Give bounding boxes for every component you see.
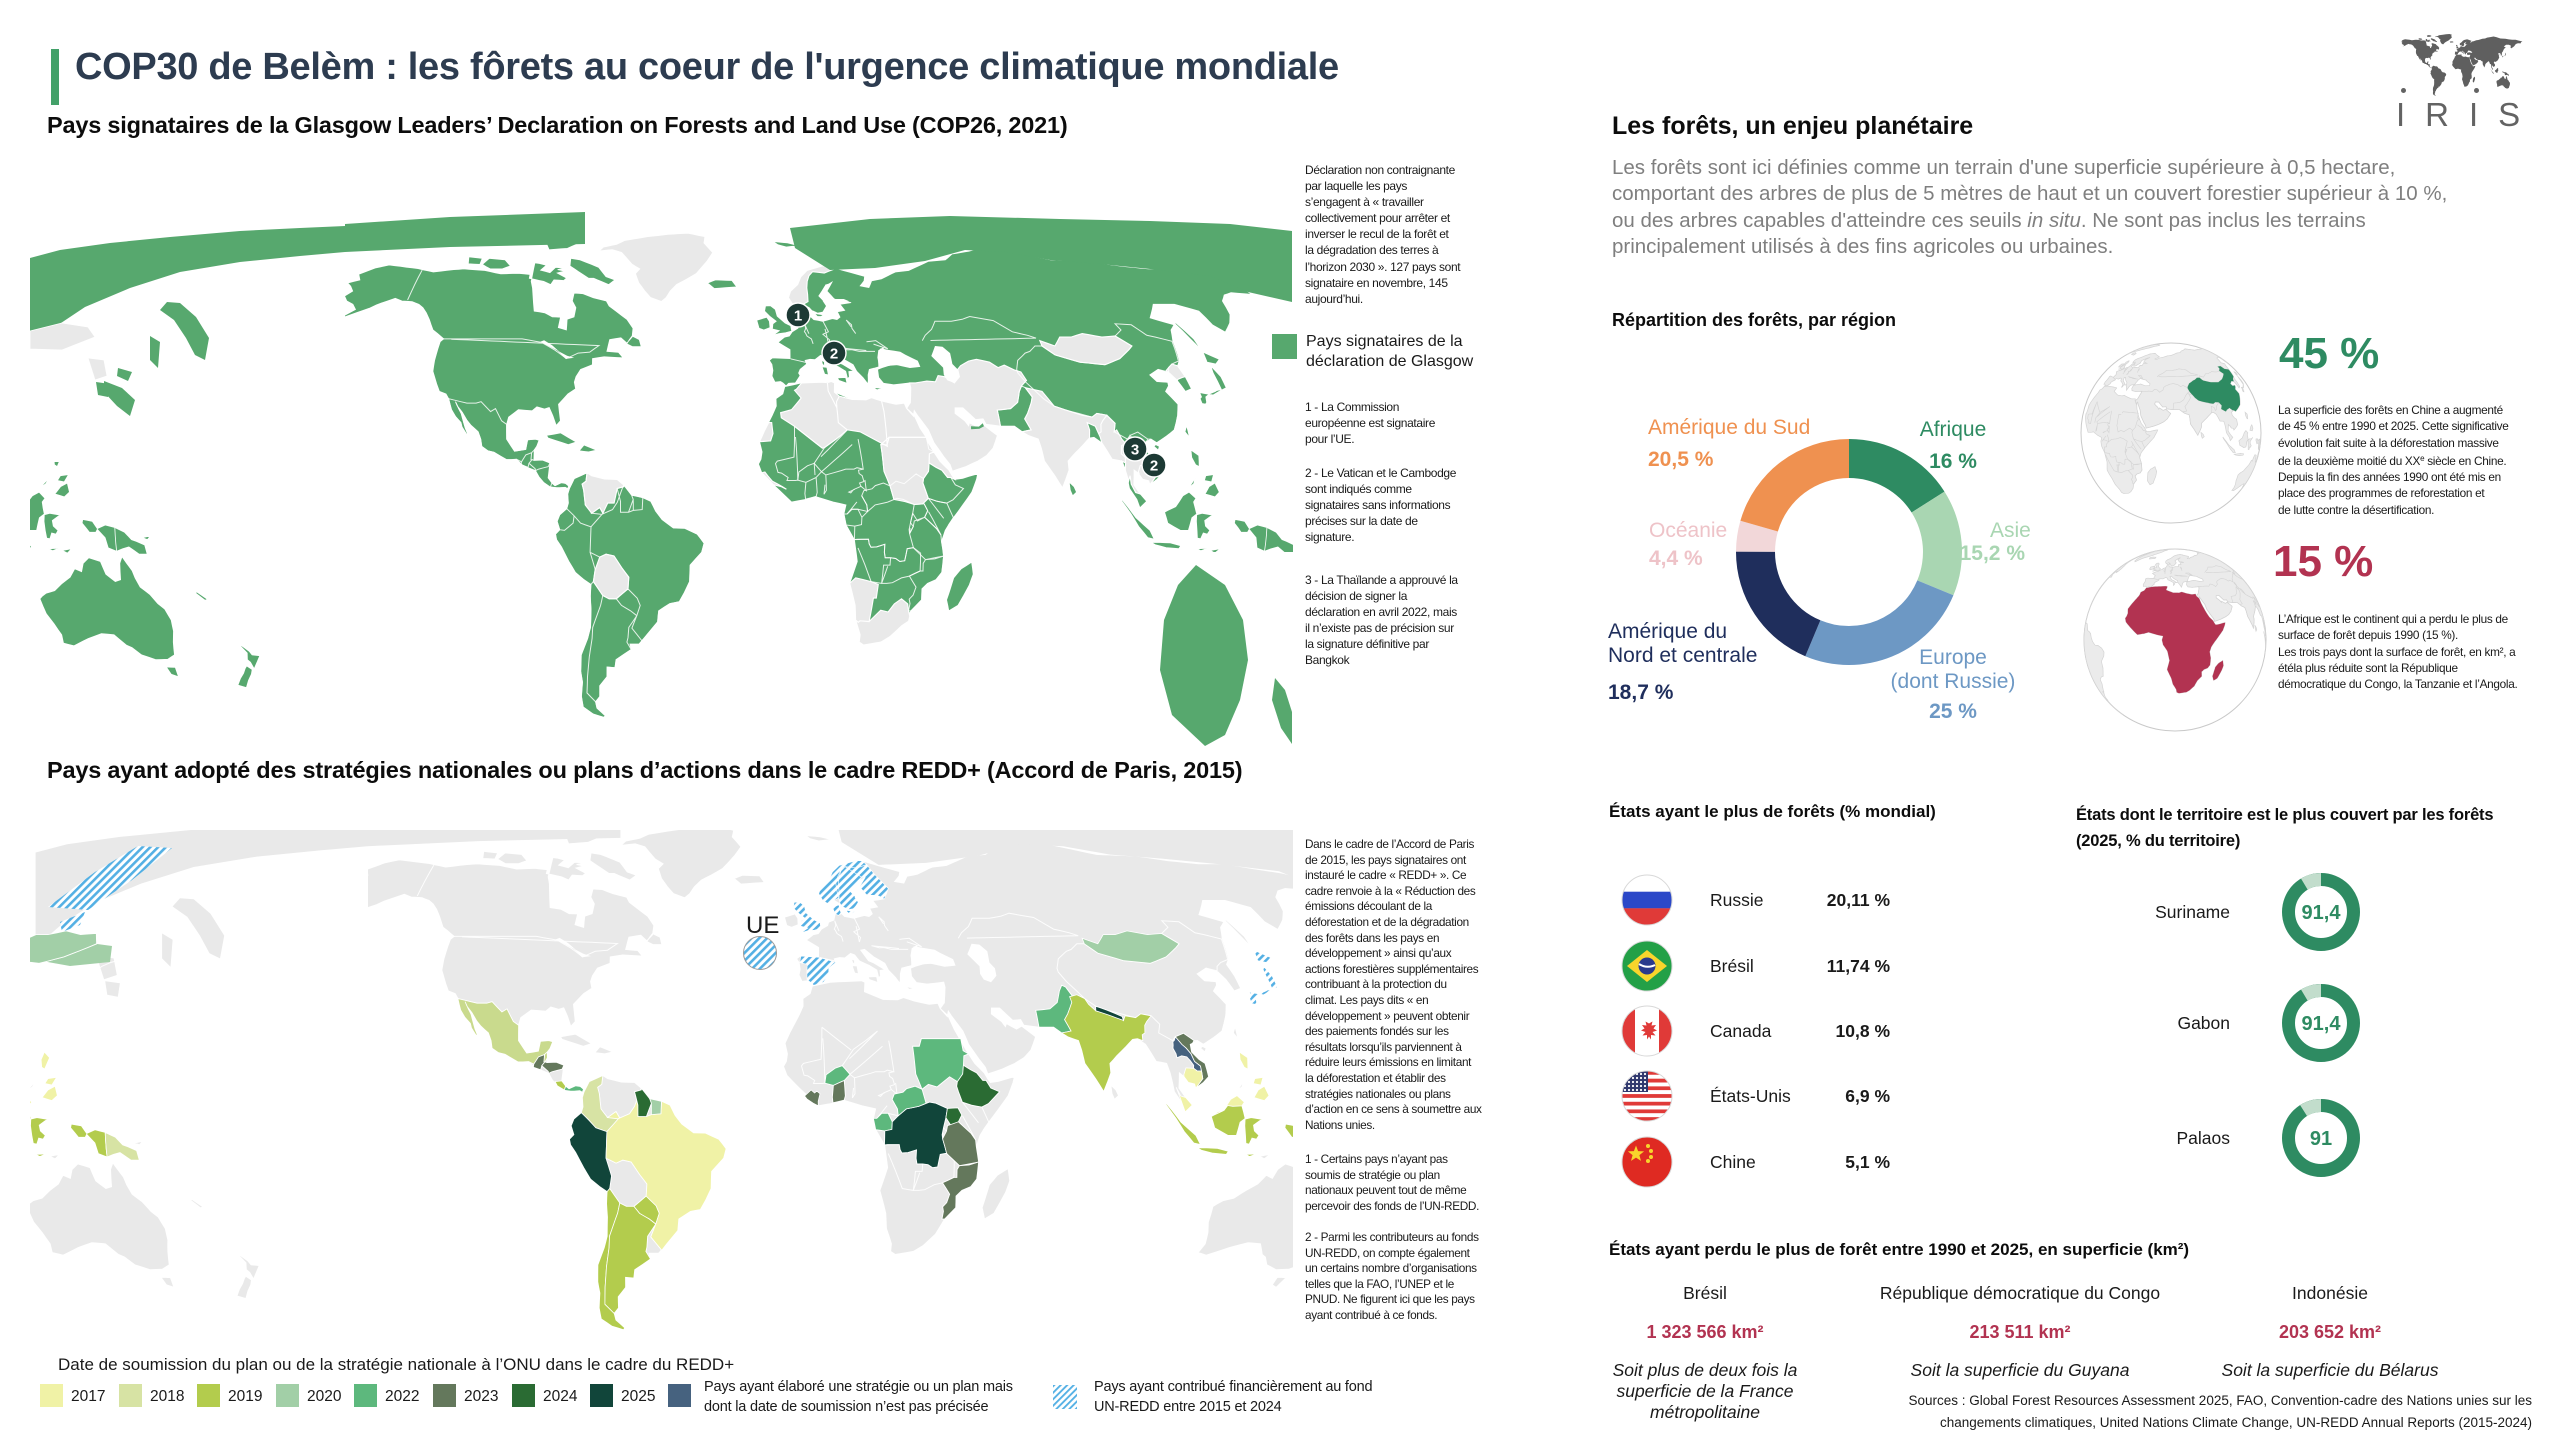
svg-text:91: 91: [2310, 1128, 2332, 1150]
svg-text:91,4: 91,4: [2302, 902, 2342, 924]
svg-text:2: 2: [1150, 458, 1158, 475]
svg-text:91,4: 91,4: [2302, 1013, 2342, 1035]
svg-text:2: 2: [830, 346, 838, 363]
svg-text:3: 3: [1131, 442, 1139, 459]
svg-text:1: 1: [794, 308, 802, 325]
svg-text:UE: UE: [746, 912, 779, 939]
